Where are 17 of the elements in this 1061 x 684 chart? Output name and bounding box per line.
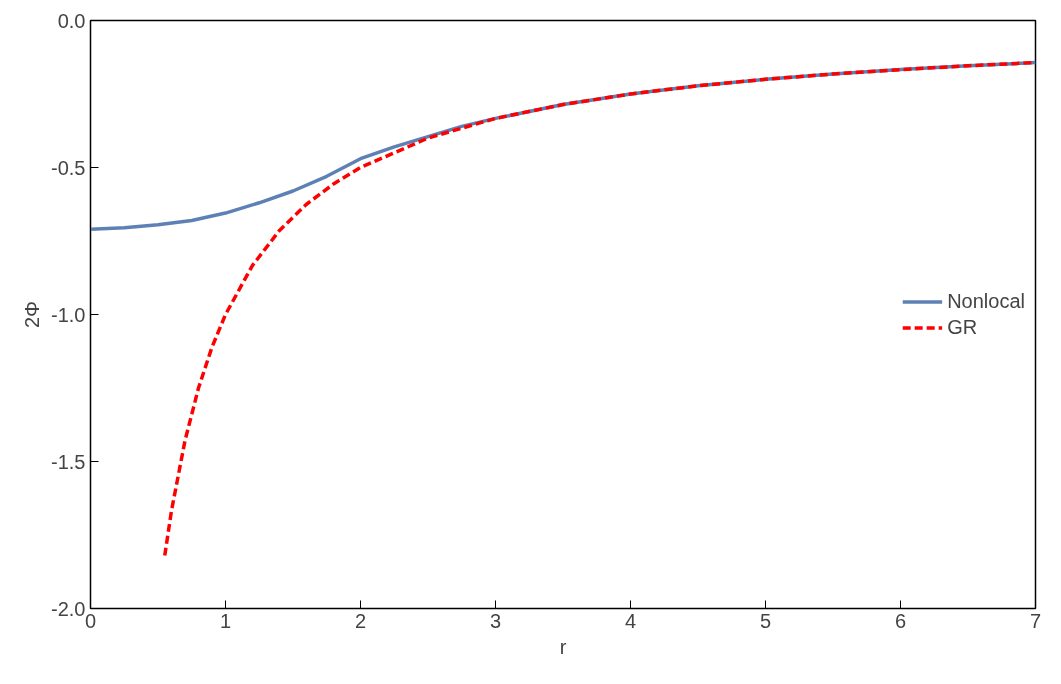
legend-label: Nonlocal xyxy=(947,289,1025,313)
x-tick-label: 1 xyxy=(219,609,232,632)
y-tick-label: -1.0 xyxy=(51,303,86,326)
y-axis-title: 2Φ xyxy=(21,300,44,329)
x-tick-label: 5 xyxy=(759,609,772,632)
x-tick-label: 2 xyxy=(354,609,367,632)
x-tick-label: 0 xyxy=(84,609,97,632)
y-tick-label: 0.0 xyxy=(57,9,86,32)
y-tick-label: -1.5 xyxy=(51,450,86,473)
y-tick-label: -0.5 xyxy=(51,156,86,179)
y-tick-label: -2.0 xyxy=(51,597,86,620)
x-tick-label: 6 xyxy=(894,609,907,632)
x-tick-label: 7 xyxy=(1029,609,1042,632)
x-tick-label: 3 xyxy=(489,609,502,632)
x-axis-title: r xyxy=(559,635,567,658)
x-tick-label: 4 xyxy=(624,609,637,632)
legend-label: GR xyxy=(947,315,978,339)
